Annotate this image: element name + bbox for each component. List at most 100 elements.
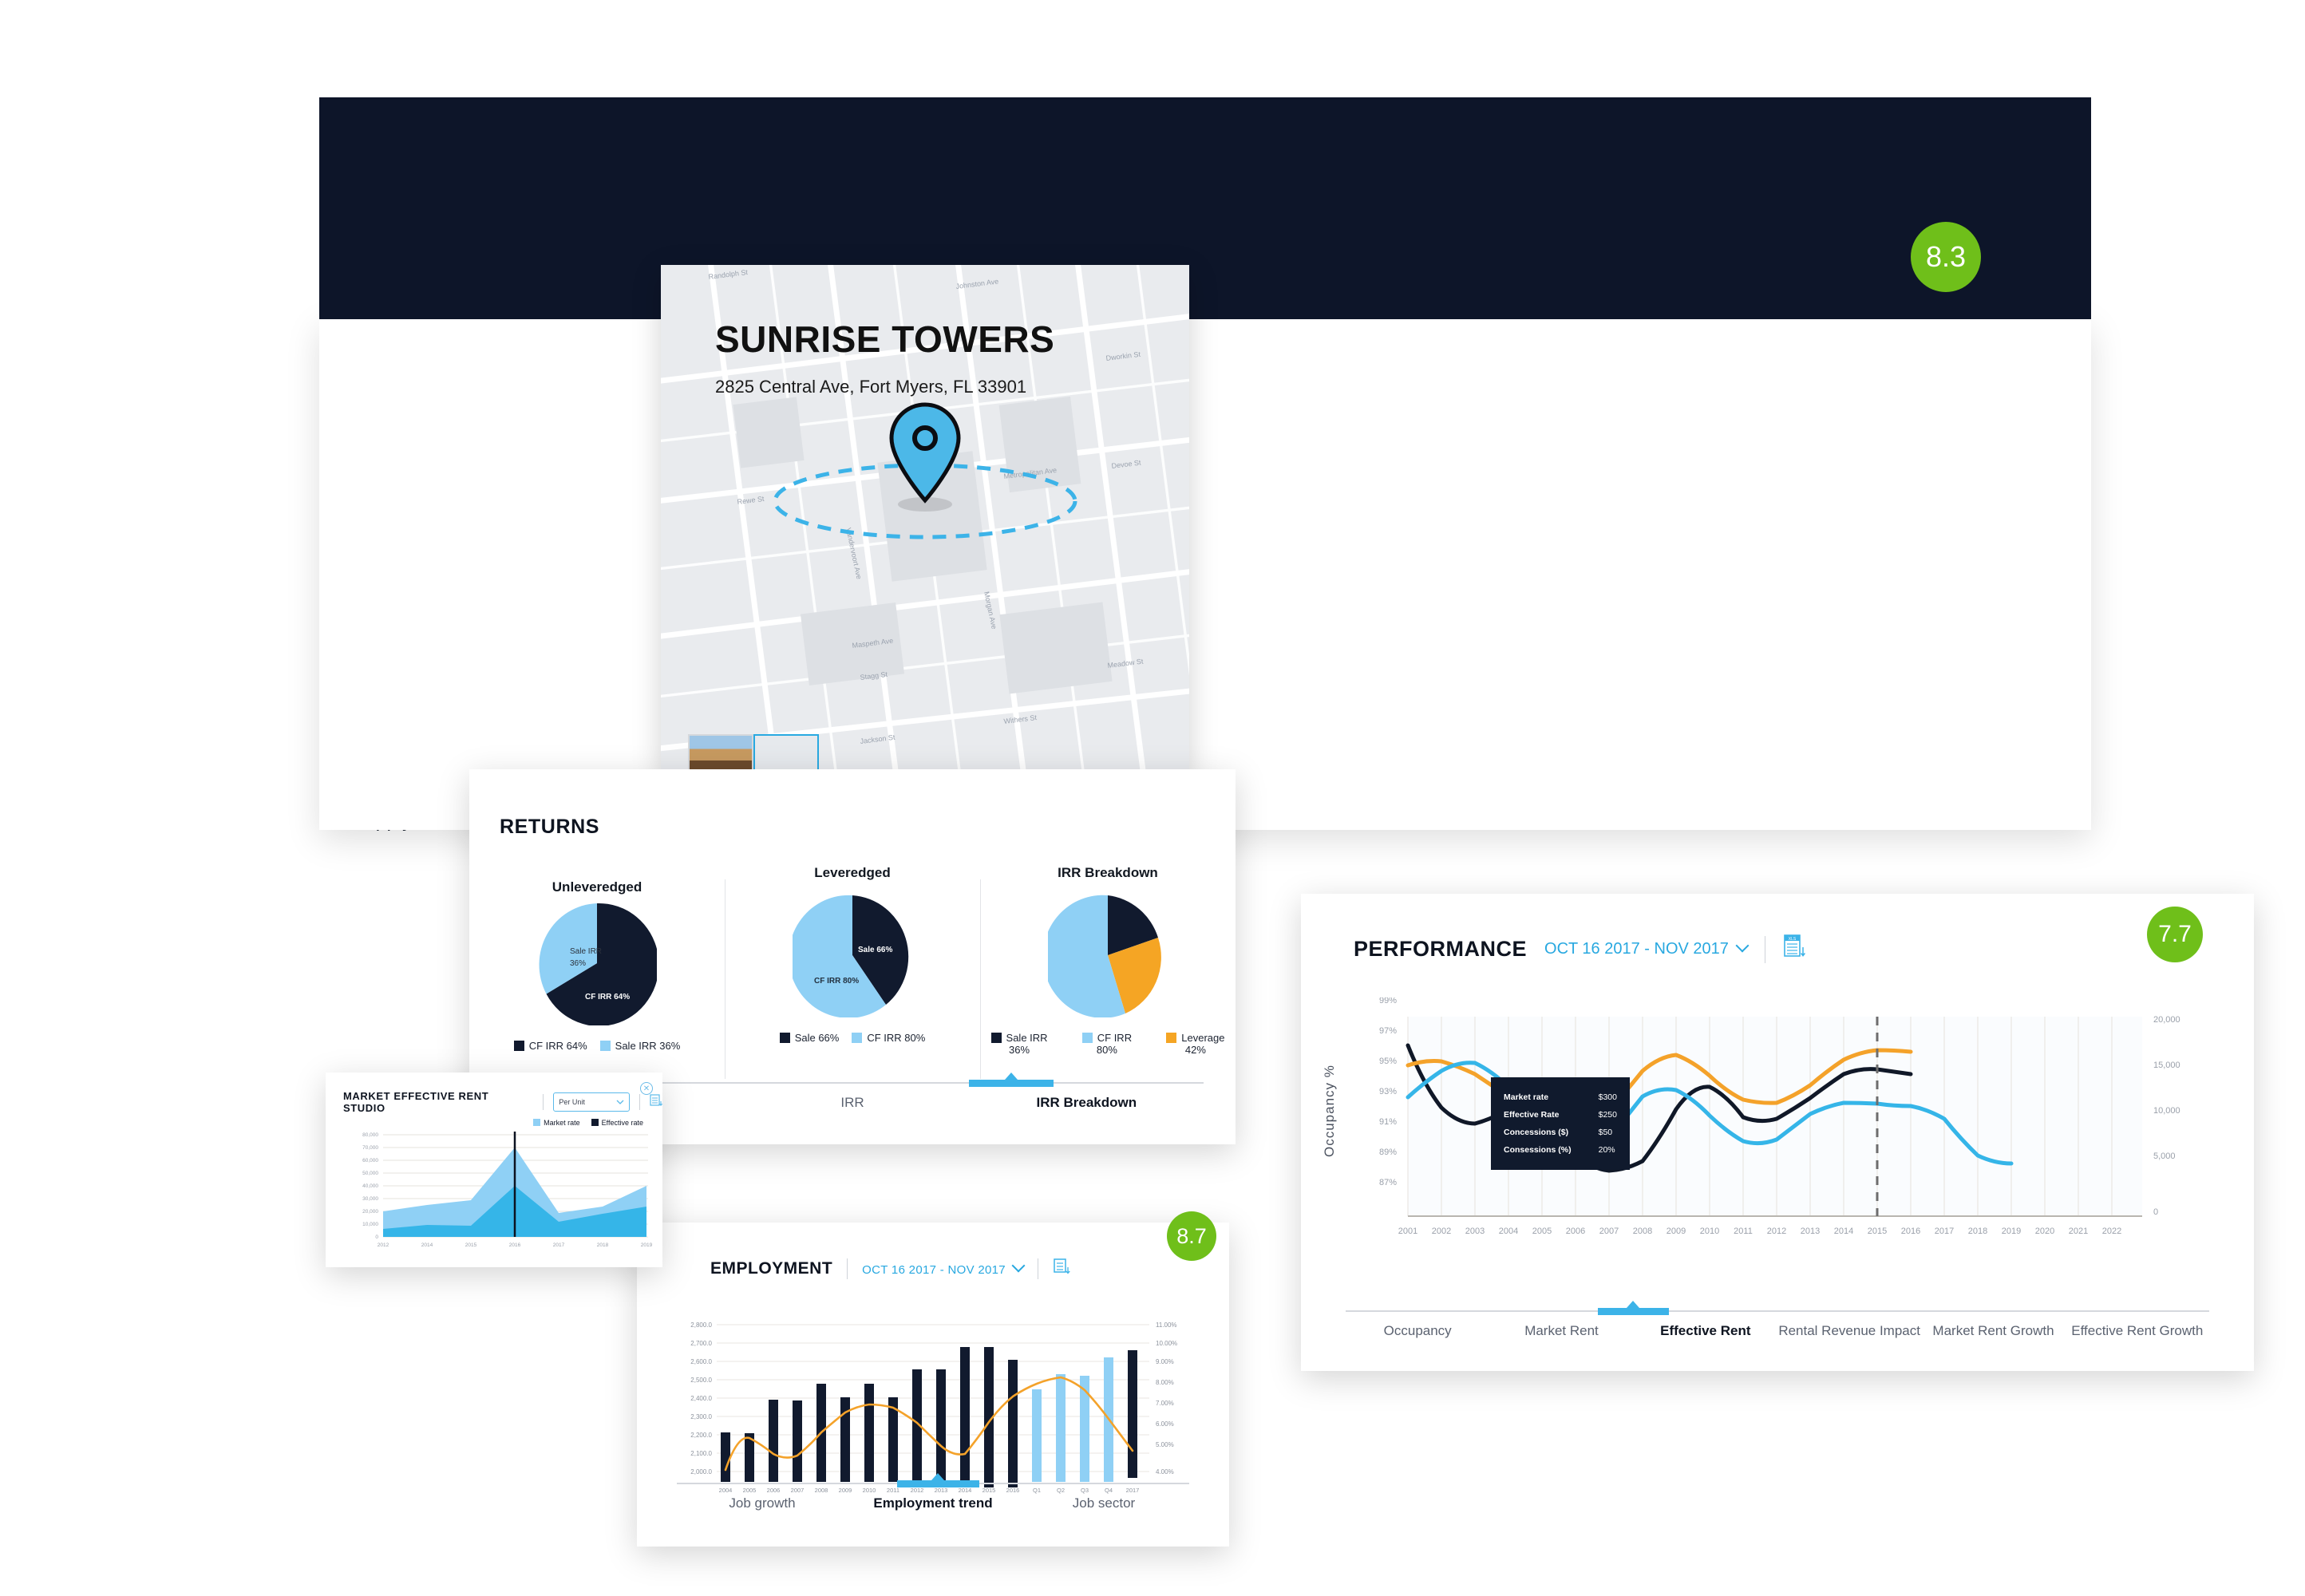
svg-text:2016: 2016 bbox=[1006, 1487, 1020, 1494]
svg-text:2017: 2017 bbox=[1126, 1487, 1140, 1494]
rent-studio-header: MARKET EFFECTIVE RENT STUDIO Per Unit bbox=[343, 1090, 663, 1114]
returns-chart-unleveredged: Unleveredged Sale IRR 36% CF IRR 64% CF … bbox=[469, 865, 725, 1056]
svg-text:2014: 2014 bbox=[421, 1242, 433, 1248]
svg-text:89%: 89% bbox=[1379, 1148, 1397, 1157]
pie-irr-breakdown bbox=[980, 894, 1236, 1017]
employment-score-badge: 8.7 bbox=[1167, 1211, 1216, 1261]
employment-card: EMPLOYMENT OCT 16 2017 - NOV 2017 2,800.… bbox=[637, 1223, 1229, 1547]
per-unit-select[interactable]: Per Unit bbox=[553, 1092, 631, 1112]
svg-text:2015: 2015 bbox=[465, 1242, 477, 1248]
tab-market-rent[interactable]: Market Rent bbox=[1524, 1323, 1599, 1338]
chart-title-irr-breakdown: IRR Breakdown bbox=[1058, 865, 1158, 880]
tab-employment-trend[interactable]: Employment trend bbox=[873, 1495, 993, 1511]
svg-text:2002: 2002 bbox=[1432, 1227, 1451, 1236]
sidebar-panel bbox=[319, 319, 615, 830]
chevron-down-icon bbox=[1011, 1258, 1026, 1272]
employment-date-range-value: OCT 16 2017 - NOV 2017 bbox=[862, 1262, 1006, 1277]
header-separator bbox=[639, 1094, 641, 1110]
svg-text:30,000: 30,000 bbox=[362, 1196, 378, 1202]
pie-unleveredged: Sale IRR 36% CF IRR 64% bbox=[469, 902, 725, 1025]
legend-leveredged: Sale 66% CF IRR 80% bbox=[725, 1032, 980, 1044]
performance-date-range-value: OCT 16 2017 - NOV 2017 bbox=[1544, 940, 1729, 958]
svg-text:Q2: Q2 bbox=[1057, 1487, 1065, 1494]
tab-effective-rent-growth[interactable]: Effective Rent Growth bbox=[2071, 1323, 2204, 1338]
performance-y-axis-label: Occupancy % bbox=[1322, 1065, 1337, 1157]
property-map-card[interactable]: Johnston Ave Randolph St Metropolitan Av… bbox=[661, 265, 1189, 772]
svg-text:2014: 2014 bbox=[1834, 1227, 1853, 1236]
market-effective-rent-studio-card: MARKET EFFECTIVE RENT STUDIO Per Unit ✕ … bbox=[326, 1073, 663, 1267]
app-content-surface bbox=[319, 319, 2091, 830]
performance-score-badge: 7.7 bbox=[2147, 907, 2203, 962]
legend-unleveredged: CF IRR 64% Sale IRR 36% bbox=[469, 1040, 725, 1052]
svg-text:2018: 2018 bbox=[597, 1242, 609, 1248]
svg-text:Rewe St: Rewe St bbox=[737, 495, 765, 506]
employment-active-tab-marker bbox=[897, 1473, 979, 1487]
svg-text:2012: 2012 bbox=[911, 1487, 924, 1494]
performance-header: PERFORMANCE OCT 16 2017 - NOV 2017 XLS bbox=[1354, 934, 1807, 965]
svg-text:2005: 2005 bbox=[743, 1487, 757, 1494]
tab-job-growth[interactable]: Job growth bbox=[729, 1495, 796, 1511]
svg-text:2005: 2005 bbox=[1532, 1227, 1552, 1236]
svg-text:Sale IRR: Sale IRR bbox=[570, 947, 602, 956]
svg-text:2007: 2007 bbox=[791, 1487, 805, 1494]
svg-text:20,000: 20,000 bbox=[2153, 1015, 2180, 1025]
svg-text:2016: 2016 bbox=[1901, 1227, 1920, 1236]
tab-market-rent-growth[interactable]: Market Rent Growth bbox=[1932, 1323, 2054, 1338]
tab-irr-breakdown[interactable]: IRR Breakdown bbox=[1036, 1095, 1137, 1110]
xls-download-icon[interactable]: XLS bbox=[1783, 934, 1807, 965]
performance-tabs-line bbox=[1346, 1301, 2209, 1315]
svg-text:Sale 66%: Sale 66% bbox=[858, 946, 892, 954]
tab-rental-revenue-impact[interactable]: Rental Revenue Impact bbox=[1778, 1323, 1920, 1338]
legend-item: CF IRR 80% bbox=[1071, 1032, 1143, 1056]
svg-text:2011: 2011 bbox=[1734, 1227, 1753, 1236]
property-address: 2825 Central Ave, Fort Myers, FL 33901 bbox=[715, 377, 1027, 397]
employment-tabs-row: Job growth Employment trend Job sector bbox=[677, 1495, 1189, 1511]
svg-text:93%: 93% bbox=[1379, 1087, 1397, 1096]
download-icon[interactable] bbox=[650, 1093, 663, 1111]
svg-text:2021: 2021 bbox=[2069, 1227, 2088, 1236]
svg-text:40,000: 40,000 bbox=[362, 1183, 378, 1189]
close-icon[interactable]: ✕ bbox=[640, 1082, 653, 1095]
tab-occupancy[interactable]: Occupancy bbox=[1383, 1323, 1452, 1338]
employment-date-range-picker[interactable]: OCT 16 2017 - NOV 2017 bbox=[862, 1258, 1026, 1277]
svg-text:2001: 2001 bbox=[1398, 1227, 1417, 1236]
svg-text:2,400.0: 2,400.0 bbox=[690, 1395, 712, 1402]
svg-text:2014: 2014 bbox=[959, 1487, 972, 1494]
svg-text:2006: 2006 bbox=[767, 1487, 781, 1494]
legend-item: Sale IRR 36% bbox=[980, 1032, 1058, 1056]
legend-item: Sale IRR 36% bbox=[599, 1040, 680, 1052]
svg-text:5.00%: 5.00% bbox=[1156, 1441, 1174, 1448]
svg-text:2018: 2018 bbox=[1968, 1227, 1987, 1236]
tooltip-row: Market rate $300 bbox=[1504, 1092, 1617, 1102]
svg-text:2015: 2015 bbox=[982, 1487, 996, 1494]
svg-text:Q4: Q4 bbox=[1105, 1487, 1113, 1494]
svg-text:CF IRR 80%: CF IRR 80% bbox=[814, 977, 859, 986]
svg-text:4.00%: 4.00% bbox=[1156, 1468, 1174, 1476]
download-icon[interactable] bbox=[1053, 1258, 1071, 1279]
svg-text:15,000: 15,000 bbox=[2153, 1061, 2180, 1070]
svg-text:9.00%: 9.00% bbox=[1156, 1358, 1174, 1365]
svg-text:60,000: 60,000 bbox=[362, 1158, 378, 1163]
chart-title-unleveredged: Unleveredged bbox=[552, 879, 642, 895]
svg-text:2012: 2012 bbox=[378, 1242, 389, 1248]
tab-effective-rent[interactable]: Effective Rent bbox=[1660, 1323, 1751, 1338]
tooltip-row: Effective Rate $250 bbox=[1504, 1110, 1617, 1120]
thumbnail-property-photo[interactable] bbox=[688, 734, 753, 772]
svg-text:50,000: 50,000 bbox=[362, 1171, 378, 1176]
svg-text:2017: 2017 bbox=[553, 1242, 565, 1248]
svg-text:2008: 2008 bbox=[815, 1487, 828, 1494]
svg-text:2006: 2006 bbox=[1566, 1227, 1585, 1236]
svg-text:2012: 2012 bbox=[1767, 1227, 1786, 1236]
svg-text:2009: 2009 bbox=[1666, 1227, 1686, 1236]
svg-text:10,000: 10,000 bbox=[362, 1222, 378, 1227]
thumbnail-map[interactable] bbox=[753, 734, 819, 772]
header-separator bbox=[847, 1258, 848, 1279]
svg-text:95%: 95% bbox=[1379, 1057, 1397, 1066]
chevron-down-icon bbox=[1735, 938, 1750, 953]
svg-text:2004: 2004 bbox=[1499, 1227, 1518, 1236]
tab-job-sector[interactable]: Job sector bbox=[1072, 1495, 1136, 1511]
performance-date-range-picker[interactable]: OCT 16 2017 - NOV 2017 bbox=[1544, 938, 1750, 958]
tab-irr[interactable]: IRR bbox=[840, 1095, 864, 1110]
performance-active-tab-marker bbox=[1597, 1301, 1669, 1315]
map-pin-icon bbox=[889, 402, 961, 504]
